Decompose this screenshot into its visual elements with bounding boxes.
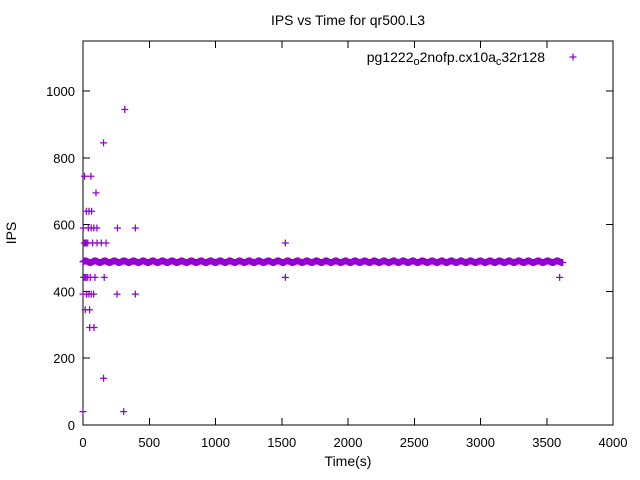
legend-label: pg1222o2nofp.cx10ac32r128: [367, 49, 545, 68]
legend-marker-plus-icon: [569, 53, 577, 61]
x-tick-label: 2000: [334, 435, 363, 450]
data-point-marker: [93, 224, 101, 232]
x-tick-label: 2500: [400, 435, 429, 450]
data-point-marker: [113, 290, 121, 298]
x-tick-label: 1500: [267, 435, 296, 450]
data-point-marker: [91, 273, 99, 281]
y-tick-label: 200: [53, 351, 75, 366]
data-point-marker: [92, 189, 100, 197]
legend: pg1222o2nofp.cx10ac32r128: [367, 49, 577, 68]
data-point-marker: [81, 172, 89, 180]
legend-label-subscript: c: [496, 56, 502, 68]
data-point-marker: [86, 306, 94, 314]
legend-label-part: 32r128: [501, 49, 545, 65]
y-tick-label: 800: [53, 151, 75, 166]
tick-labels: 0 500 1000 1500 2000 2500 3000 3500 4000 0 200 400 6…: [46, 84, 627, 450]
y-tick-label: 400: [53, 284, 75, 299]
data-point-marker: [90, 324, 98, 331]
legend-label-part: 2nofp.cx10a: [420, 49, 496, 65]
data-point-marker: [87, 172, 95, 180]
legend-label-subscript: o: [413, 56, 419, 68]
data-point-marker: [88, 207, 96, 215]
y-tick-label: 1000: [46, 84, 75, 99]
data-point-marker: [121, 105, 129, 113]
data-point-marker: [281, 239, 289, 247]
steady-band-markers: [79, 257, 567, 267]
y-axis-label: IPS: [3, 222, 19, 245]
data-point-marker: [90, 290, 98, 298]
x-tick-label: 0: [79, 435, 86, 450]
plot-border: [82, 40, 614, 426]
data-point-marker: [79, 408, 87, 416]
y-tick-label: 600: [53, 218, 75, 233]
y-tick-label: 0: [68, 418, 75, 433]
chart-title: IPS vs Time for qr500.L3: [271, 12, 425, 28]
data-point-marker: [102, 239, 110, 247]
data-point-marker: [100, 139, 108, 147]
data-point-marker: [100, 273, 108, 281]
data-point-marker: [120, 408, 128, 416]
data-point-marker: [113, 224, 121, 232]
x-tick-label: 4000: [599, 435, 628, 450]
data-point-marker: [281, 273, 289, 281]
x-tick-label: 500: [138, 435, 160, 450]
legend-label-part: pg1222: [367, 49, 414, 65]
data-layer: [79, 105, 567, 416]
data-point-marker: [131, 224, 139, 232]
x-tick-label: 1000: [201, 435, 230, 450]
x-axis-label: Time(s): [325, 453, 372, 469]
data-point-marker: [100, 374, 108, 382]
x-tick-label: 3000: [466, 435, 495, 450]
x-tick-label: 3500: [532, 435, 561, 450]
plot-frame: [82, 40, 614, 426]
data-point-marker: [556, 273, 564, 281]
data-point-marker: [131, 290, 139, 298]
